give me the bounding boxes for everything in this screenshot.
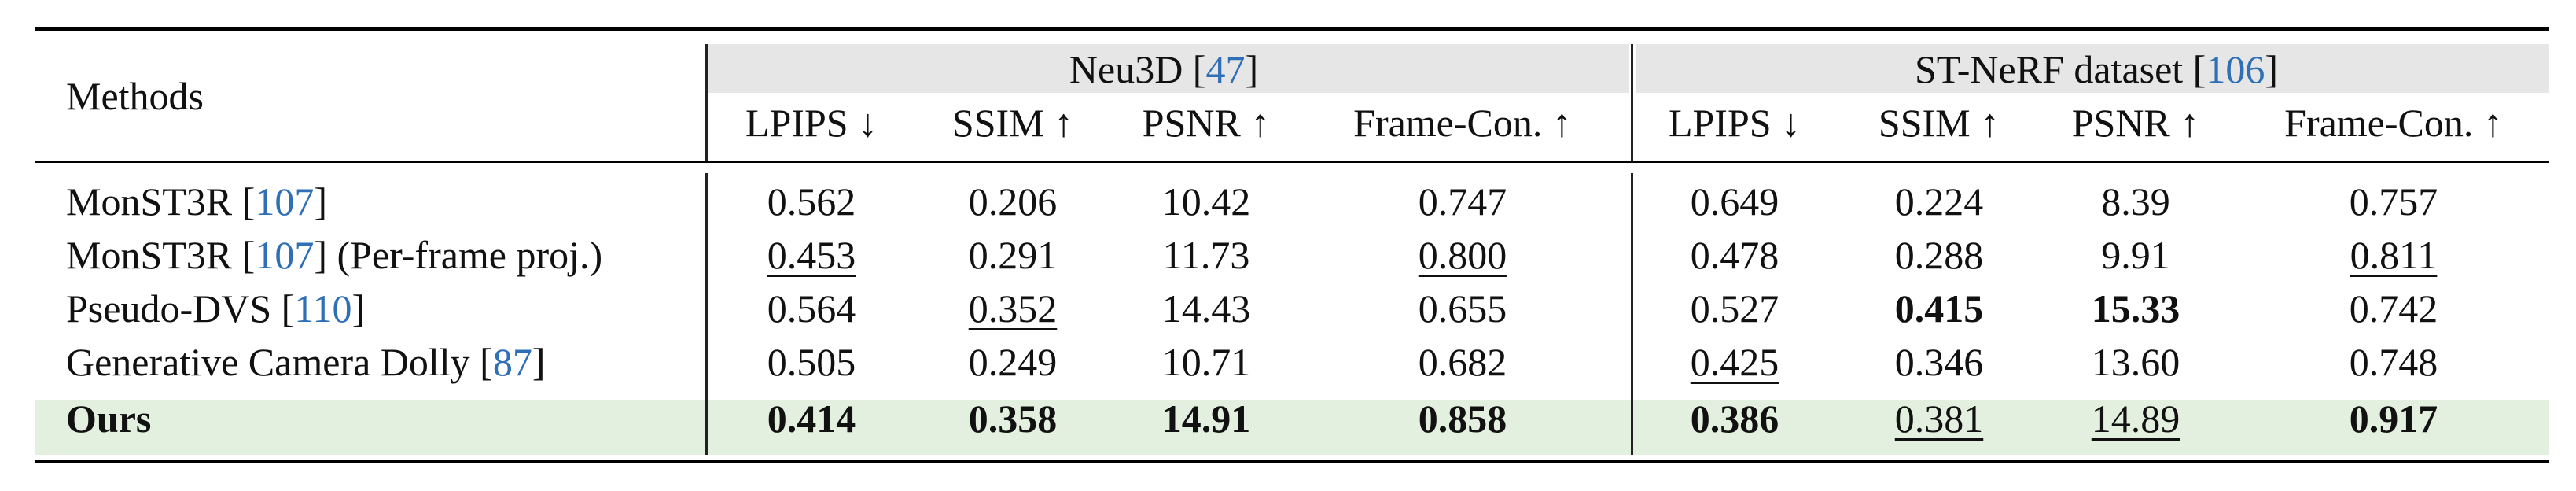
- citation-link[interactable]: 106: [2206, 47, 2265, 91]
- neu3d-header-band: [708, 44, 1629, 93]
- method-name: MonST3R [107] (Per-frame proj.): [66, 233, 603, 277]
- table-cell: 0.224: [1894, 179, 1984, 223]
- table-cell: 0.747: [1418, 179, 1507, 223]
- body-separator-1: [705, 173, 708, 455]
- metric-header: Frame-Con. ↑: [2284, 101, 2503, 145]
- metric-header: Frame-Con. ↑: [1353, 101, 1572, 145]
- metric-header: SSIM ↑: [951, 101, 1074, 145]
- table-cell: 0.562: [767, 179, 856, 223]
- table-cell: 0.742: [2349, 286, 2438, 330]
- table-cell-best: 14.91: [1161, 397, 1251, 441]
- bottom-rule: [35, 460, 2549, 463]
- citation-link[interactable]: 87: [492, 340, 532, 384]
- table-cell-best: 0.414: [767, 397, 856, 441]
- method-name-ours: Ours: [66, 397, 152, 441]
- method-name: MonST3R [107]: [66, 179, 327, 223]
- table-cell-best: 0.917: [2349, 397, 2438, 441]
- methods-header: Methods: [66, 74, 204, 118]
- table-cell: 0.346: [1894, 340, 1984, 384]
- table-cell: 0.249: [968, 340, 1058, 384]
- table-cell-second-best: 14.89: [2091, 397, 2180, 441]
- ours-row-highlight: [35, 400, 2549, 455]
- table-cell: 0.478: [1690, 233, 1779, 277]
- stnerf-header-band: [1636, 44, 2549, 93]
- group-header-stnerf: ST-NeRF dataset [106]: [1915, 47, 2278, 91]
- table-cell-best: 0.386: [1690, 397, 1779, 441]
- header-separator-1: [705, 44, 708, 161]
- table-cell: 0.288: [1894, 233, 1984, 277]
- table-cell: 0.757: [2349, 179, 2438, 223]
- table-cell: 9.91: [2101, 233, 2170, 277]
- table-cell-best: 0.415: [1894, 286, 1984, 330]
- table-cell: 0.682: [1418, 340, 1507, 384]
- table-cell: 0.748: [2349, 340, 2438, 384]
- citation-link[interactable]: 110: [294, 286, 352, 330]
- metric-header: PSNR ↑: [1142, 101, 1271, 145]
- table-cell-second-best: 0.425: [1690, 340, 1779, 384]
- header-separator-2: [1631, 44, 1633, 161]
- metric-header: PSNR ↑: [2071, 101, 2200, 145]
- citation-link[interactable]: 107: [255, 179, 315, 223]
- table-cell: 8.39: [2101, 179, 2170, 223]
- body-separator-2: [1631, 173, 1633, 455]
- table-cell-second-best: 0.453: [767, 233, 856, 277]
- table-cell: 10.42: [1161, 179, 1251, 223]
- citation-link[interactable]: 107: [255, 233, 315, 277]
- table-cell-best: 0.358: [968, 397, 1058, 441]
- top-rule: [35, 27, 2549, 31]
- header-rule: [35, 161, 2549, 163]
- metric-header: SSIM ↑: [1878, 101, 2000, 145]
- table-cell: 13.60: [2091, 340, 2180, 384]
- table-cell-second-best: 0.811: [2350, 233, 2438, 277]
- table-cell: 0.206: [968, 179, 1058, 223]
- table-cell: 0.291: [968, 233, 1058, 277]
- table-cell: 0.649: [1690, 179, 1779, 223]
- table-cell: 14.43: [1161, 286, 1251, 330]
- metric-header: LPIPS ↓: [1668, 101, 1801, 145]
- table-cell-second-best: 0.381: [1894, 397, 1984, 441]
- method-name: Generative Camera Dolly [87]: [66, 340, 546, 384]
- table-cell: 0.505: [767, 340, 856, 384]
- group-header-neu3d: Neu3D [47]: [1069, 47, 1259, 91]
- table-cell: 0.655: [1418, 286, 1507, 330]
- table-cell-second-best: 0.800: [1418, 233, 1507, 277]
- citation-link[interactable]: 47: [1205, 47, 1246, 91]
- table-cell-second-best: 0.352: [968, 286, 1058, 330]
- method-name: Pseudo-DVS [110]: [66, 286, 366, 330]
- table-cell-best: 0.858: [1418, 397, 1507, 441]
- table-cell: 0.527: [1690, 286, 1779, 330]
- table-cell: 11.73: [1162, 233, 1250, 277]
- table-cell-best: 15.33: [2091, 286, 2180, 330]
- metric-header: LPIPS ↓: [745, 101, 878, 145]
- table-cell: 0.564: [767, 286, 856, 330]
- table-cell: 10.71: [1161, 340, 1251, 384]
